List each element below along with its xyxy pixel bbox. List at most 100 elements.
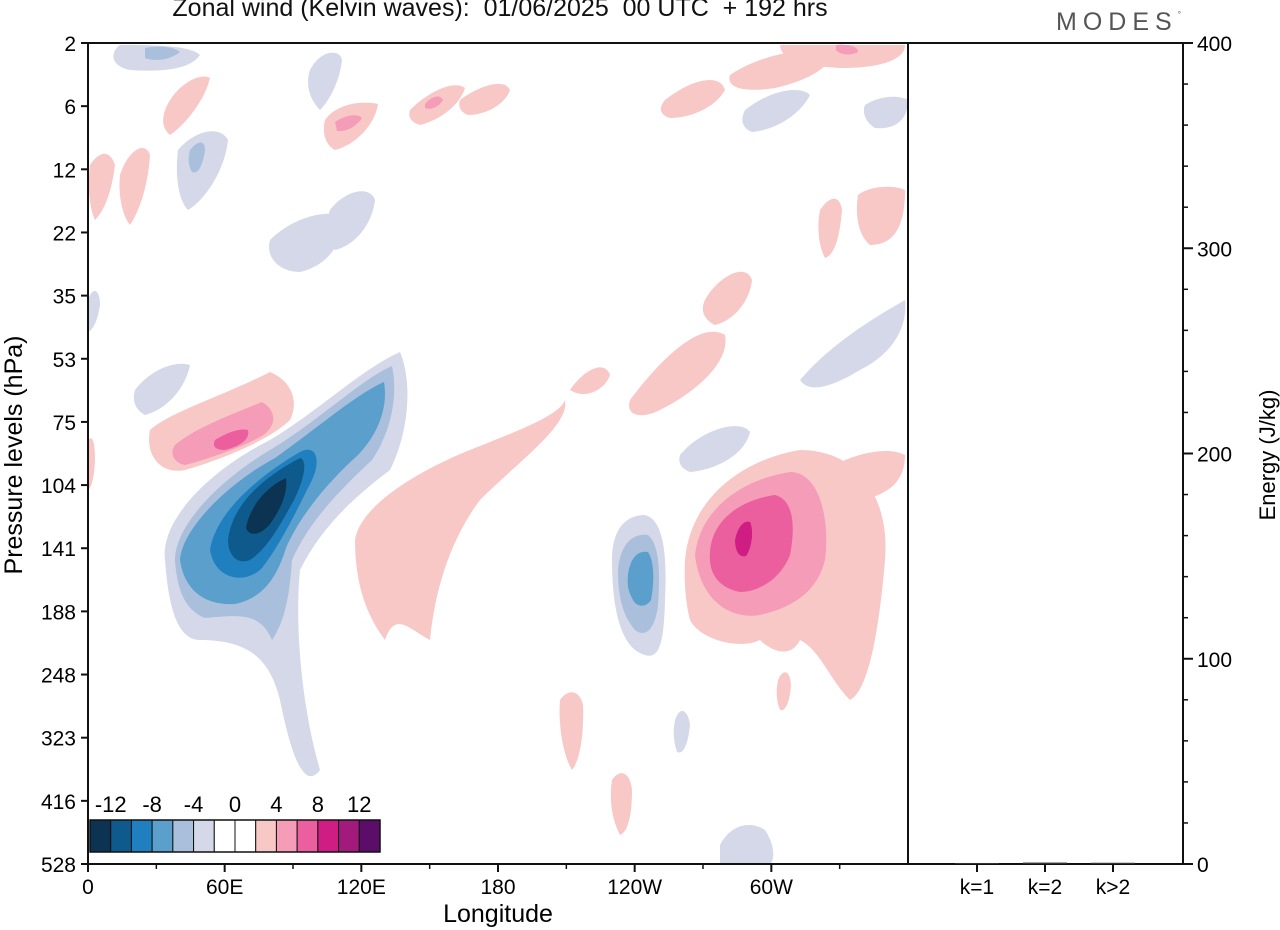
contour-pos-6 bbox=[629, 331, 726, 416]
contour-neg-21 bbox=[133, 363, 190, 415]
colorbar-label: 4 bbox=[270, 792, 282, 817]
colorbar-swatch bbox=[213, 819, 236, 853]
x-tick-label: 60W bbox=[750, 876, 793, 899]
y-axis-right: 0 100 200 300 400 bbox=[1183, 33, 1232, 877]
contour-neg-12 bbox=[308, 52, 342, 110]
x-axis: 0 60E 120E 180 120W 60W bbox=[82, 864, 841, 899]
energy-category-label: k>2 bbox=[1096, 876, 1130, 899]
contour-pos-16 bbox=[425, 96, 443, 109]
contour-pos-3 bbox=[213, 429, 249, 450]
colorbar-swatch bbox=[275, 819, 298, 853]
energy-tick-label: 200 bbox=[1197, 444, 1232, 467]
energy-categories: k=1 k=2 k>2 bbox=[960, 864, 1130, 899]
contour-pos-12 bbox=[163, 76, 210, 135]
contour-pos-27 bbox=[559, 692, 584, 770]
colorbar-label: 12 bbox=[347, 792, 371, 817]
energy-axis-label: Energy (J/kg) bbox=[1255, 390, 1280, 521]
y-tick-label: 323 bbox=[41, 728, 76, 751]
y-tick-label: 104 bbox=[41, 475, 76, 498]
y-tick-label: 2 bbox=[64, 33, 76, 56]
colorbar-label: -4 bbox=[184, 792, 204, 817]
colorbar-swatch bbox=[358, 819, 381, 853]
energy-category-label: k=2 bbox=[1028, 876, 1062, 899]
energy-bars bbox=[955, 862, 1135, 864]
colorbar-swatch bbox=[317, 819, 340, 853]
contour-pos-28 bbox=[610, 773, 632, 835]
y-tick-label: 75 bbox=[53, 412, 76, 435]
contour-pos-19 bbox=[119, 147, 150, 225]
y-tick-label: 188 bbox=[41, 601, 76, 624]
colorbar-swatch bbox=[234, 819, 257, 853]
y-tick-label: 528 bbox=[41, 854, 76, 877]
y-tick-label: 6 bbox=[64, 96, 76, 119]
y-tick-label: 53 bbox=[53, 349, 76, 372]
contour-pos-2 bbox=[172, 402, 274, 465]
x-tick-label: 120E bbox=[337, 876, 386, 899]
contour-neg-23 bbox=[720, 825, 774, 864]
contour-neg-15 bbox=[269, 213, 341, 272]
contour-pos-20 bbox=[660, 79, 725, 118]
y-tick-label: 416 bbox=[41, 791, 76, 814]
colorbar-label: 0 bbox=[229, 792, 241, 817]
energy-category-label: k=1 bbox=[960, 876, 994, 899]
chart-title: Zonal wind (Kelvin waves): 01/06/2025 00… bbox=[172, 0, 828, 22]
colorbar-swatch bbox=[89, 819, 112, 853]
contour-pos-17 bbox=[459, 83, 510, 115]
contour-neg-9 bbox=[627, 551, 654, 606]
y-tick-label: 35 bbox=[53, 286, 76, 309]
contour-neg-22 bbox=[88, 290, 100, 332]
colorbar-swatch bbox=[172, 819, 195, 853]
colorbar-label: 8 bbox=[312, 792, 324, 817]
energy-tick-label: 300 bbox=[1197, 238, 1232, 261]
x-axis-label: Longitude bbox=[443, 900, 553, 928]
y-axis-left: 2 6 12 22 35 53 75 104 141 188 248 323 416 528 bbox=[41, 33, 88, 877]
contour-pos-24 bbox=[856, 186, 905, 245]
contour-neg-6 bbox=[246, 478, 287, 534]
x-tick-label: 0 bbox=[82, 876, 94, 899]
colorbar-swatch bbox=[193, 819, 215, 853]
energy-bar bbox=[1091, 862, 1135, 864]
brand-mark: ° bbox=[1177, 10, 1181, 19]
brand-logo: MODES° bbox=[1056, 8, 1181, 37]
energy-tick-label: 400 bbox=[1197, 33, 1232, 56]
y-tick-label: 141 bbox=[41, 538, 76, 561]
y-tick-label: 12 bbox=[53, 159, 76, 182]
x-tick-label: 120W bbox=[607, 876, 662, 899]
contour-pos-22 bbox=[780, 45, 905, 68]
contour-pos-30 bbox=[88, 438, 95, 490]
y-tick-label: 22 bbox=[53, 222, 76, 245]
contour-pos-4 bbox=[355, 400, 566, 640]
contour-neg-20 bbox=[679, 426, 750, 472]
energy-tick-label: 0 bbox=[1197, 854, 1209, 877]
energy-tick-label: 100 bbox=[1197, 649, 1232, 672]
colorbar-swatch bbox=[338, 819, 360, 853]
colorbar-label: -12 bbox=[95, 792, 127, 817]
contour-pos-5 bbox=[570, 367, 610, 395]
contour-neg-13 bbox=[176, 131, 228, 210]
contour-neg-18 bbox=[863, 96, 908, 129]
contour-neg-11 bbox=[145, 46, 180, 60]
colorbar-swatch bbox=[296, 819, 319, 853]
x-tick-label: 60E bbox=[206, 876, 243, 899]
x-tick-label: 180 bbox=[480, 876, 515, 899]
contour-pos-26 bbox=[824, 450, 905, 500]
contour-pos-7 bbox=[702, 271, 752, 325]
colorbar-swatch bbox=[130, 819, 153, 853]
contour-neg-19 bbox=[800, 300, 906, 388]
colorbar-swatch bbox=[255, 819, 277, 853]
contour-pos-14 bbox=[335, 115, 362, 132]
y-axis-label: Pressure levels (hPa) bbox=[0, 336, 28, 575]
y-tick-label: 248 bbox=[41, 665, 76, 688]
contour-pos-10 bbox=[709, 495, 793, 592]
brand-text: MODES bbox=[1056, 8, 1178, 36]
colorbar-label: -8 bbox=[142, 792, 162, 817]
contour-neg-17 bbox=[742, 90, 810, 132]
contour-pos-11 bbox=[735, 521, 753, 557]
colorbar-frame bbox=[89, 819, 381, 853]
contour-neg-16 bbox=[326, 191, 375, 250]
energy-plot-frame bbox=[907, 42, 1184, 865]
contour-pos-18 bbox=[88, 153, 115, 220]
colorbar-swatch bbox=[110, 819, 132, 853]
contour-neg-24 bbox=[673, 710, 690, 753]
